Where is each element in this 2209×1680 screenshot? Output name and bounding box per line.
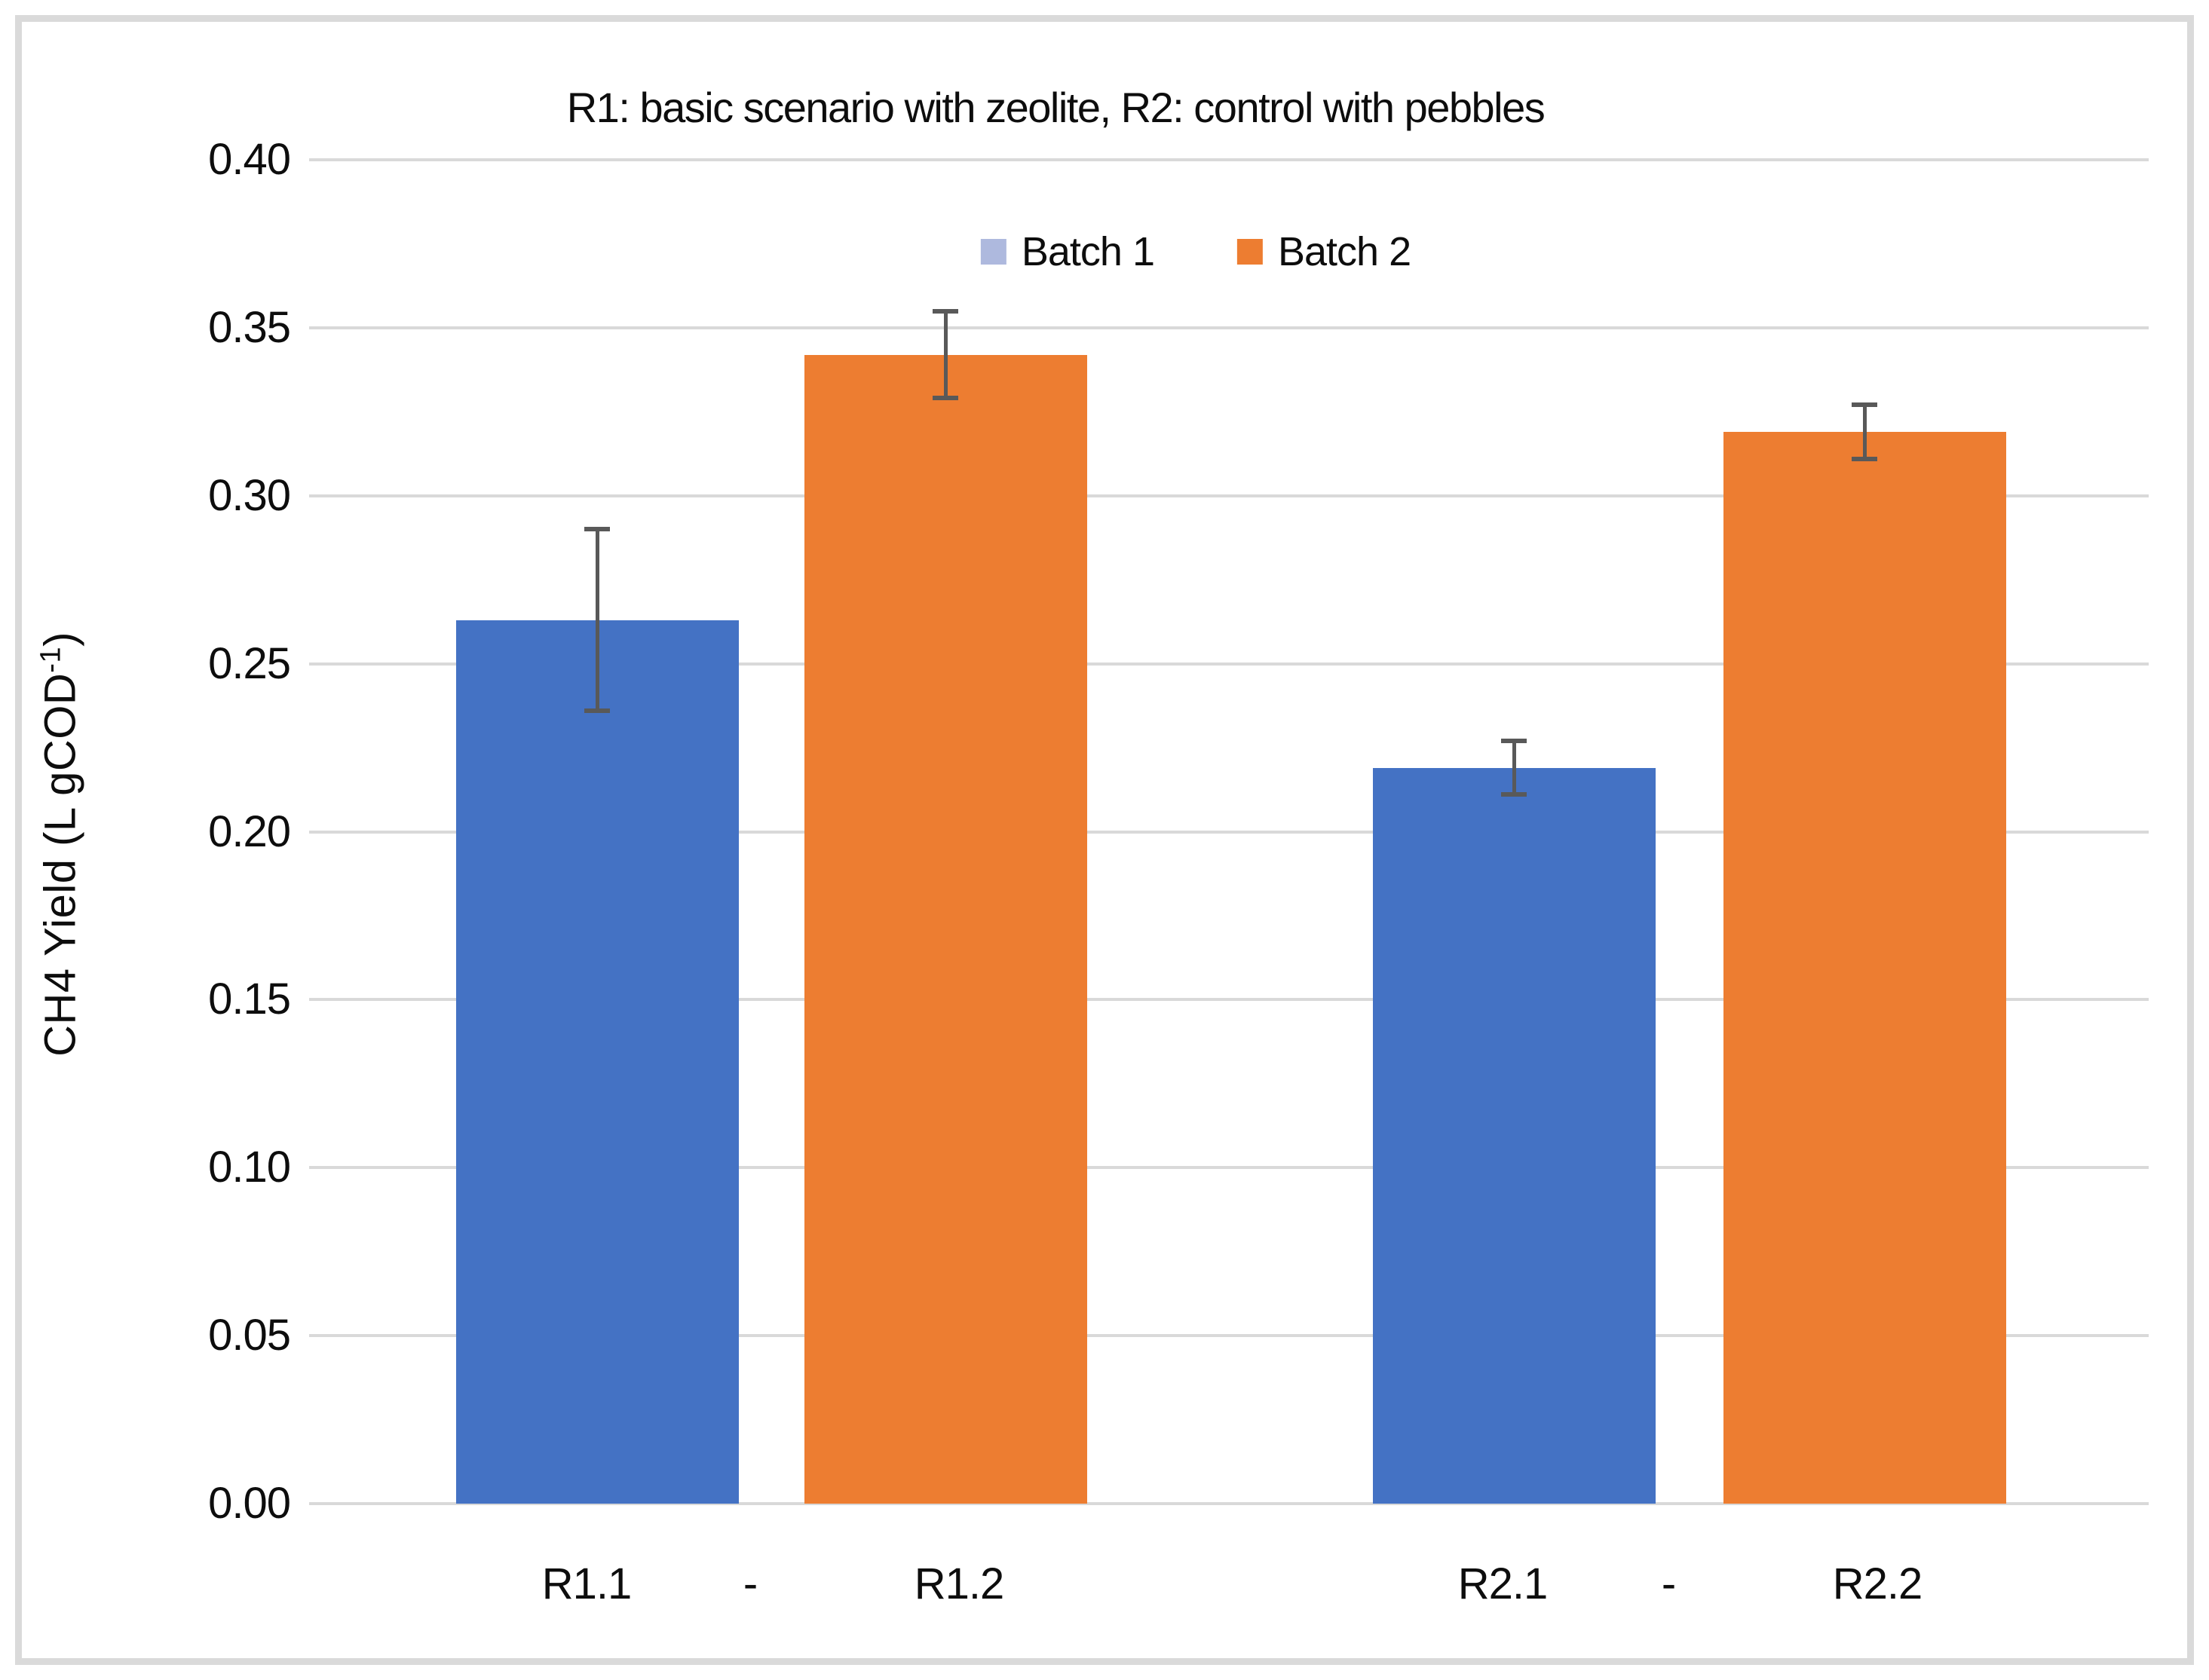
chart-title: R1: basic scenario with zeolite, R2: con… xyxy=(566,84,1546,131)
y-axis-title: CH4 Yield (L gCOD-1) xyxy=(35,632,85,1057)
y-axis-title-superscript: -1 xyxy=(35,646,67,673)
gridline xyxy=(309,326,2149,329)
gridline xyxy=(309,662,2149,666)
y-axis-tick-label: 0.05 xyxy=(208,1311,291,1360)
error-bar-bottom-cap xyxy=(1852,456,1877,461)
bar-r2.1 xyxy=(1372,767,1656,1504)
gridline xyxy=(309,1334,2149,1338)
x-axis-label-r1.2: R1.2 xyxy=(914,1559,1005,1608)
x-axis-separator-dash: - xyxy=(1661,1559,1676,1608)
plot-area xyxy=(309,158,2149,1505)
error-bar-top-cap xyxy=(1852,402,1877,408)
error-bar-bottom-cap xyxy=(584,708,610,714)
gridline xyxy=(309,830,2149,834)
x-axis-label-r2.1: R2.1 xyxy=(1457,1559,1549,1608)
y-axis-tick-label: 0.40 xyxy=(208,135,291,184)
error-bar-bottom-cap xyxy=(1501,792,1527,797)
legend: Batch 1 Batch 2 xyxy=(980,228,1411,275)
legend-label-batch-2: Batch 2 xyxy=(1278,229,1411,274)
gridline xyxy=(309,158,2149,161)
bar-r2.2 xyxy=(1723,432,2006,1504)
legend-marker-batch-1-icon xyxy=(980,239,1006,265)
error-bar-top-cap xyxy=(1501,739,1527,744)
error-bar-line xyxy=(1512,741,1516,795)
legend-item-batch-2: Batch 2 xyxy=(1237,228,1411,275)
error-bar-line xyxy=(595,529,599,711)
gridline xyxy=(309,1502,2149,1505)
gridline xyxy=(309,1166,2149,1170)
gridline xyxy=(309,494,2149,497)
error-bar-top-cap xyxy=(584,527,610,532)
x-axis-label-r2.2: R2.2 xyxy=(1832,1559,1923,1608)
y-axis-tick-label: 0.30 xyxy=(208,470,291,520)
error-bar-line xyxy=(1862,405,1867,459)
y-axis-tick-label: 0.20 xyxy=(208,806,291,856)
error-bar-line xyxy=(943,311,948,399)
error-bar-bottom-cap xyxy=(933,396,958,401)
x-axis-label-r1.1: R1.1 xyxy=(541,1559,633,1608)
legend-label-batch-1: Batch 1 xyxy=(1021,229,1155,274)
error-bar-top-cap xyxy=(933,308,958,314)
legend-marker-batch-2-icon xyxy=(1237,239,1263,265)
bar-r1.1 xyxy=(455,620,739,1504)
legend-item-batch-1: Batch 1 xyxy=(980,228,1155,275)
y-axis-tick-label: 0.25 xyxy=(208,638,291,688)
y-axis-tick-label: 0.10 xyxy=(208,1143,291,1192)
gridline xyxy=(309,998,2149,1002)
y-axis-tick-label: 0.35 xyxy=(208,302,291,352)
y-axis-tick-label: 0.00 xyxy=(208,1479,291,1528)
bar-r1.2 xyxy=(804,354,1087,1504)
x-axis-separator-dash: - xyxy=(743,1559,758,1608)
y-axis-tick-label: 0.15 xyxy=(208,975,291,1024)
